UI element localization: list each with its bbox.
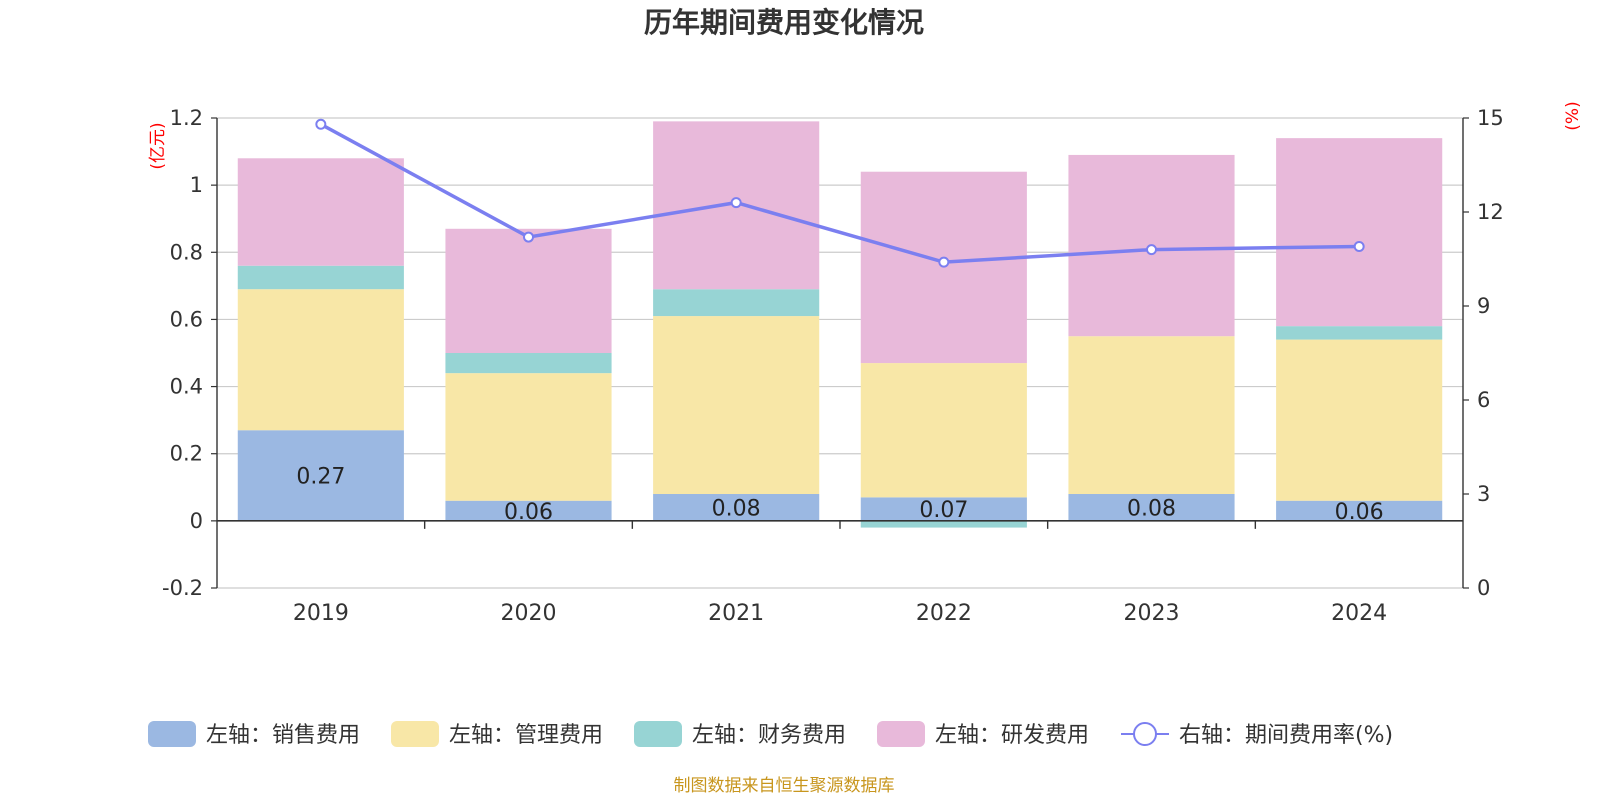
bar-1-2022 <box>860 497 1027 521</box>
left-tick-label: 0.8 <box>170 240 203 264</box>
legend-label: 左轴：研发费用 <box>935 723 1089 748</box>
legend-label: 左轴：管理费用 <box>449 723 603 748</box>
bar-3-2021 <box>653 289 820 317</box>
rate-point <box>938 256 950 268</box>
bar-1-2024 <box>1276 500 1443 521</box>
bar-value-label: 0.06 <box>1335 500 1384 525</box>
chart-title: 历年期间费用变化情况 <box>644 6 924 39</box>
rate-line-path <box>319 122 1360 264</box>
legend-swatch <box>148 721 196 747</box>
left-tick-label: 1 <box>190 173 203 197</box>
bar-4-2020 <box>445 228 612 353</box>
left-tick-label: 0 <box>190 509 203 533</box>
bar-1-2020 <box>445 500 612 521</box>
legend-marker <box>1133 722 1157 746</box>
right-tick-label: 12 <box>1477 200 1504 224</box>
x-tick-label: 2022 <box>916 601 972 626</box>
legend-label: 右轴：期间费用率(%) <box>1179 723 1393 748</box>
bar-2-2024 <box>1276 339 1443 501</box>
x-tick-label: 2021 <box>708 601 764 626</box>
right-tick-label: 9 <box>1477 294 1490 318</box>
bar-3-2020 <box>445 353 612 374</box>
rate-point <box>315 118 327 130</box>
legend-label: 左轴：财务费用 <box>692 723 846 748</box>
rate-point <box>1146 244 1157 256</box>
rate-point <box>523 231 534 243</box>
left-tick-label: -0.2 <box>162 576 203 600</box>
x-tick-label: 2024 <box>1331 601 1387 626</box>
bar-3-2019 <box>237 265 404 290</box>
left-axis-unit: (亿元) <box>148 122 168 169</box>
bar-1-2019 <box>237 430 404 521</box>
legend-swatch <box>391 721 439 747</box>
bar-value-label: 0.27 <box>296 465 345 490</box>
bar-3-2024 <box>1276 326 1443 340</box>
rate-point <box>730 197 742 209</box>
bar-2-2023 <box>1068 336 1235 494</box>
x-tick-label: 2020 <box>501 601 557 626</box>
bar-2-2021 <box>653 316 820 494</box>
rate-line <box>315 118 1365 268</box>
source-note: 制图数据来自恒生聚源数据库 <box>674 776 895 796</box>
bar-value-label: 0.07 <box>919 498 968 523</box>
bar-value-label: 0.06 <box>504 500 553 525</box>
legend-label: 左轴：销售费用 <box>206 723 360 748</box>
bar-4-2019 <box>237 158 404 266</box>
bar-1-2021 <box>653 494 820 521</box>
left-tick-label: 1.2 <box>170 106 203 130</box>
bar-2-2022 <box>860 363 1027 498</box>
right-tick-label: 15 <box>1477 106 1504 130</box>
bar-value-label: 0.08 <box>712 496 761 521</box>
right-tick-label: 3 <box>1477 482 1490 506</box>
x-tick-label: 2019 <box>293 601 349 626</box>
bar-1-2023 <box>1068 494 1235 521</box>
left-tick-label: 0.2 <box>170 442 203 466</box>
data-labels: 0.27 0.06 0.08 0.07 0.08 0.06 <box>296 465 1383 525</box>
bars <box>237 121 1443 528</box>
bar-3-2022 <box>860 520 1027 528</box>
bar-2-2019 <box>237 289 404 431</box>
x-tick-label: 2023 <box>1124 601 1180 626</box>
bar-2-2020 <box>445 373 612 501</box>
axes: -0.2 0 0.2 0.4 0.6 0.8 1 1.2 0 3 6 9 12 15 2019 2020 202… <box>162 106 1504 626</box>
left-tick-label: 0.6 <box>170 307 203 331</box>
legend-swatch <box>877 721 925 747</box>
bar-value-label: 0.08 <box>1127 496 1176 521</box>
left-tick-label: 0.4 <box>170 375 203 399</box>
legend-swatch <box>634 721 682 747</box>
bar-4-2024 <box>1276 138 1443 327</box>
rate-point <box>1353 240 1365 252</box>
right-axis-unit: (%) <box>1563 101 1583 130</box>
right-tick-label: 6 <box>1477 388 1490 412</box>
right-tick-label: 0 <box>1477 576 1490 600</box>
legend: 左轴：销售费用 左轴：管理费用 左轴：财务费用 左轴：研发费用 右轴：期间费用率(%) <box>148 721 1393 748</box>
